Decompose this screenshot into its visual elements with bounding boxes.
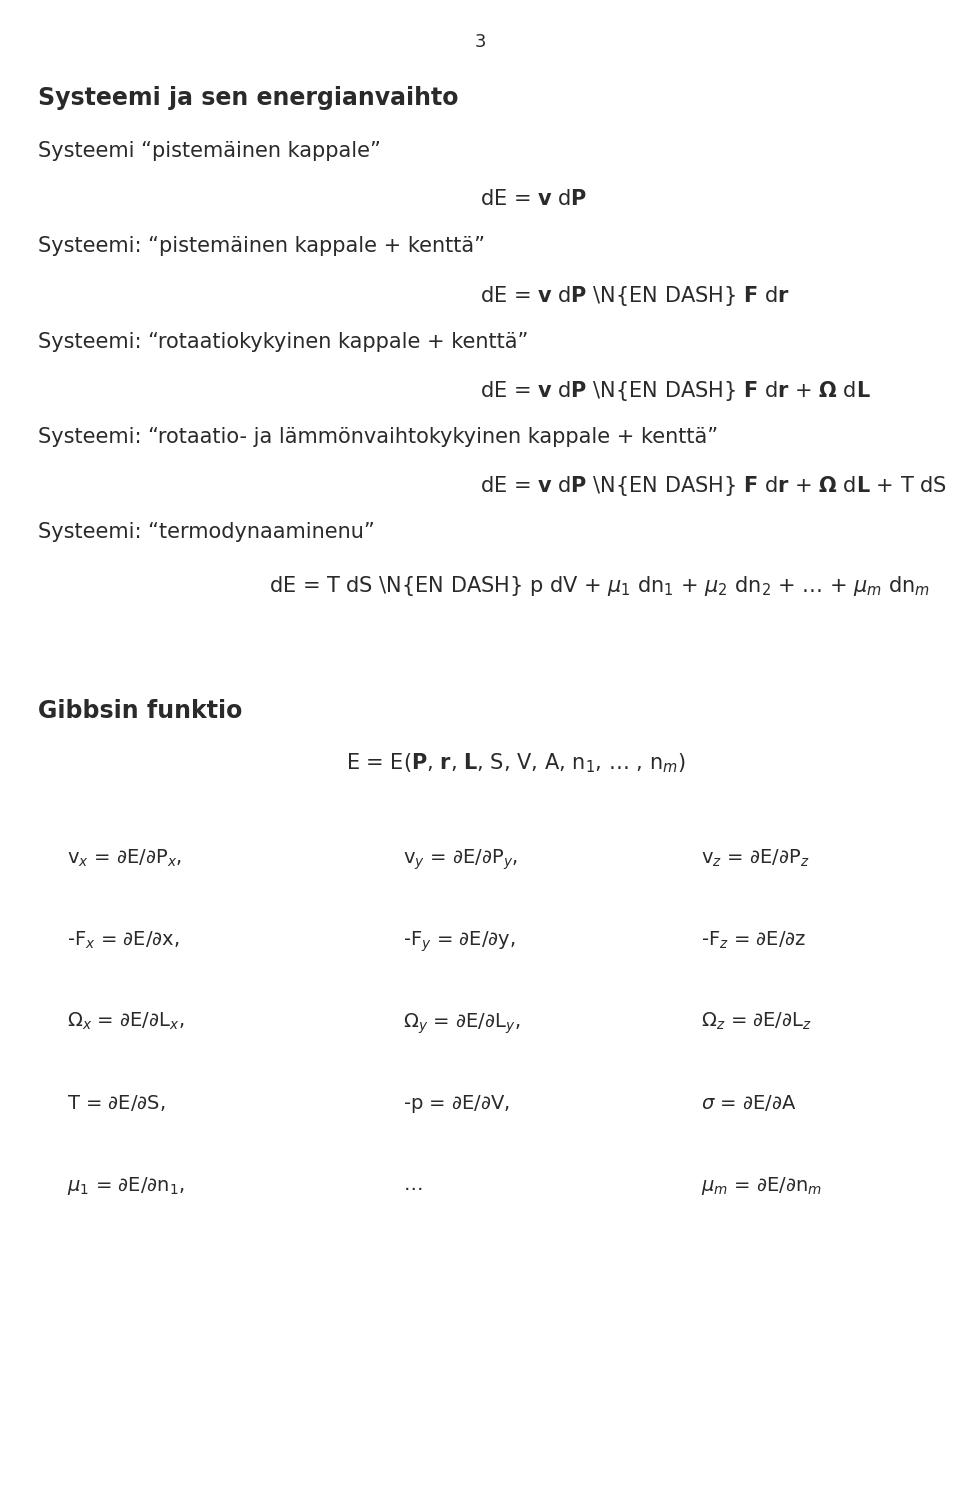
Text: 3: 3 (474, 33, 486, 51)
Text: $\mu_1$ = $\partial$E/$\partial$n$_1$,: $\mu_1$ = $\partial$E/$\partial$n$_1$, (67, 1175, 185, 1197)
Text: $\Omega_z$ = $\partial$E/$\partial$L$_z$: $\Omega_z$ = $\partial$E/$\partial$L$_z$ (701, 1011, 812, 1032)
Text: dE = $\mathbf{v}$ d$\mathbf{P}$ \N{EN DASH} $\mathbf{F}$ d$\mathbf{r}$: dE = $\mathbf{v}$ d$\mathbf{P}$ \N{EN DA… (480, 284, 790, 308)
Text: Systeemi: “rotaatio- ja lämmönvaihtokykyinen kappale + kenttä”: Systeemi: “rotaatio- ja lämmönvaihtokyky… (38, 427, 718, 446)
Text: Systeemi: “rotaatiokykyinen kappale + kenttä”: Systeemi: “rotaatiokykyinen kappale + ke… (38, 332, 529, 351)
Text: $\sigma$ = $\partial$E/$\partial$A: $\sigma$ = $\partial$E/$\partial$A (701, 1093, 796, 1112)
Text: -F$_z$ = $\partial$E/$\partial$z: -F$_z$ = $\partial$E/$\partial$z (701, 929, 806, 950)
Text: Systeemi: “pistemäinen kappale + kenttä”: Systeemi: “pistemäinen kappale + kenttä” (38, 236, 486, 256)
Text: Systeemi: “termodynaaminenu”: Systeemi: “termodynaaminenu” (38, 522, 375, 541)
Text: -F$_y$ = $\partial$E/$\partial$y,: -F$_y$ = $\partial$E/$\partial$y, (403, 929, 516, 953)
Text: $\Omega_y$ = $\partial$E/$\partial$L$_y$,: $\Omega_y$ = $\partial$E/$\partial$L$_y$… (403, 1011, 520, 1035)
Text: $\mu_m$ = $\partial$E/$\partial$n$_m$: $\mu_m$ = $\partial$E/$\partial$n$_m$ (701, 1175, 822, 1197)
Text: Gibbsin funktio: Gibbsin funktio (38, 699, 243, 723)
Text: -p = $\partial$E/$\partial$V,: -p = $\partial$E/$\partial$V, (403, 1093, 510, 1115)
Text: $\ldots$: $\ldots$ (403, 1175, 422, 1194)
Text: dE = $\mathbf{v}$ d$\mathbf{P}$ \N{EN DASH} $\mathbf{F}$ d$\mathbf{r}$ + $\mathb: dE = $\mathbf{v}$ d$\mathbf{P}$ \N{EN DA… (480, 379, 871, 403)
Text: v$_y$ = $\partial$E/$\partial$P$_y$,: v$_y$ = $\partial$E/$\partial$P$_y$, (403, 848, 518, 871)
Text: $\Omega_x$ = $\partial$E/$\partial$L$_x$,: $\Omega_x$ = $\partial$E/$\partial$L$_x$… (67, 1011, 184, 1032)
Text: Systeemi “pistemäinen kappale”: Systeemi “pistemäinen kappale” (38, 141, 381, 161)
Text: v$_z$ = $\partial$E/$\partial$P$_z$: v$_z$ = $\partial$E/$\partial$P$_z$ (701, 848, 809, 868)
Text: T = $\partial$E/$\partial$S,: T = $\partial$E/$\partial$S, (67, 1093, 165, 1112)
Text: -F$_x$ = $\partial$E/$\partial$x,: -F$_x$ = $\partial$E/$\partial$x, (67, 929, 180, 950)
Text: Systeemi ja sen energianvaihto: Systeemi ja sen energianvaihto (38, 86, 459, 110)
Text: v$_x$ = $\partial$E/$\partial$P$_x$,: v$_x$ = $\partial$E/$\partial$P$_x$, (67, 848, 182, 868)
Text: E = E($\mathbf{P}$, $\mathbf{r}$, $\mathbf{L}$, S, V, A, n$_1$, $\ldots$ , n$_m$: E = E($\mathbf{P}$, $\mathbf{r}$, $\math… (346, 751, 685, 775)
Text: dE = T dS \N{EN DASH} p dV + $\mu_1$ dn$_1$ + $\mu_2$ dn$_2$ + $\ldots$ + $\mu_m: dE = T dS \N{EN DASH} p dV + $\mu_1$ dn$… (269, 574, 930, 598)
Text: dE = $\mathbf{v}$ d$\mathbf{P}$: dE = $\mathbf{v}$ d$\mathbf{P}$ (480, 189, 588, 208)
Text: dE = $\mathbf{v}$ d$\mathbf{P}$ \N{EN DASH} $\mathbf{F}$ d$\mathbf{r}$ + $\mathb: dE = $\mathbf{v}$ d$\mathbf{P}$ \N{EN DA… (480, 474, 947, 498)
